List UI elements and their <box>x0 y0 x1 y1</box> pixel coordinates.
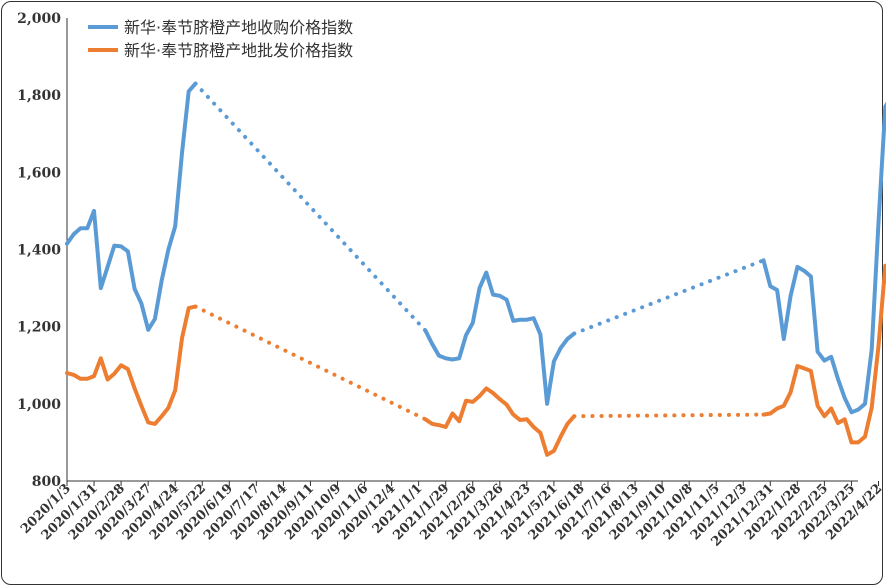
series-lines <box>65 81 886 457</box>
series-wholesale-line <box>65 304 198 426</box>
legend-label-purchase: 新华·奉节脐橙产地收购价格指数 <box>124 18 353 37</box>
y-tick-label: 800 <box>32 474 61 490</box>
series-purchase-line <box>65 81 198 332</box>
series-wholesale-line <box>761 263 886 445</box>
y-tick-label: 1,000 <box>17 397 61 413</box>
series-purchase-line <box>423 270 577 406</box>
series-wholesale-dotted-line <box>193 304 428 422</box>
y-tick-label: 1,400 <box>17 243 61 259</box>
y-tick-label: 1,800 <box>17 88 61 104</box>
legend: 新华·奉节脐橙产地收购价格指数 新华·奉节脐橙产地批发价格指数 <box>88 18 353 60</box>
series-purchase-dotted-line <box>193 81 428 333</box>
series-wholesale-line <box>423 386 577 457</box>
series-purchase-line <box>761 101 886 415</box>
y-tick-label: 1,600 <box>17 165 61 181</box>
y-tick-label: 1,200 <box>17 320 61 336</box>
legend-label-wholesale: 新华·奉节脐橙产地批发价格指数 <box>124 41 353 60</box>
y-tick-label: 2,000 <box>17 11 61 27</box>
series-purchase-dotted-line <box>572 258 766 336</box>
series-wholesale-dotted-line <box>572 412 766 419</box>
x-axis: 2020/1/32020/1/312020/2/282020/3/272020/… <box>18 480 885 550</box>
y-axis: 2,000 1,800 1,600 1,400 1,200 1,000 800 <box>17 11 68 490</box>
